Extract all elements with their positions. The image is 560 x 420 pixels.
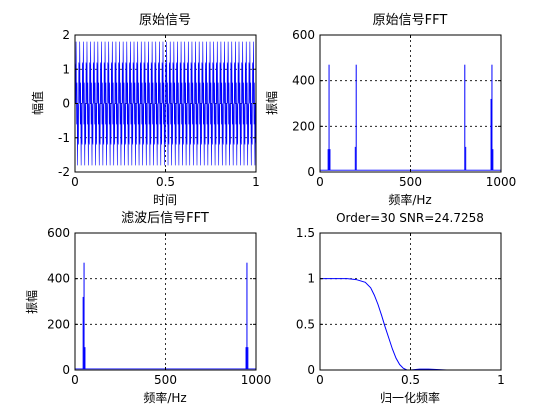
x-tick-label: 0: [316, 373, 324, 387]
x-tick-label: 1: [497, 373, 505, 387]
panel-3-xlabel: 频率/Hz: [143, 390, 186, 405]
panel-2-ylabel: 振幅: [264, 91, 279, 115]
x-tick-label: 0: [71, 373, 79, 387]
y-tick-label: 0: [307, 363, 315, 377]
panel-2-title: 原始信号FFT: [373, 13, 448, 28]
panel-2-xlabel: 频率/Hz: [388, 192, 431, 207]
panel-filter-response: Order=30 SNR=24.7258 0 0.5 1 0 0.5 1 1.5 归一化频率: [296, 211, 505, 405]
y-tick-label: 400: [47, 272, 70, 286]
x-tick-label: 0: [71, 175, 79, 189]
panel-original-signal: 原始信号 0 0.5 1 -2 -1 0 1 2 时间 幅值: [30, 13, 260, 207]
x-tick-label: 0.5: [401, 373, 420, 387]
panel-2-plot: 0 500 1000 0 200 400 600: [292, 28, 516, 189]
panel-filtered-fft: 滤波后信号FFT 0 500 1000 0 200 400 600 频率/Hz 振幅: [24, 211, 271, 405]
y-tick-label: 0: [307, 165, 315, 179]
panel-1-title: 原始信号: [139, 13, 191, 28]
panel-3-title: 滤波后信号FFT: [121, 211, 209, 226]
panel-3-plot: 0 500 1000 0 200 400 600: [47, 226, 271, 387]
x-tick-label: 1000: [241, 373, 272, 387]
x-tick-label: 0.5: [156, 175, 175, 189]
response-line: [320, 278, 501, 371]
y-tick-label: 0.5: [296, 317, 315, 331]
y-tick-label: 0: [62, 363, 70, 377]
y-tick-label: 2: [62, 28, 70, 42]
signal-line: [74, 41, 257, 166]
y-tick-label: 200: [47, 317, 70, 331]
y-tick-label: 1.5: [296, 226, 315, 240]
x-tick-label: 500: [399, 175, 422, 189]
panel-4-plot: 0 0.5 1 0 0.5 1 1.5: [296, 226, 505, 387]
y-tick-label: 1: [307, 272, 315, 286]
panel-1-ylabel: 幅值: [30, 91, 45, 115]
x-tick-label: 1: [252, 175, 260, 189]
y-tick-label: 1: [62, 62, 70, 76]
panel-1-xlabel: 时间: [153, 193, 177, 207]
panel-4-xlabel: 归一化频率: [380, 390, 440, 405]
x-tick-label: 500: [154, 373, 177, 387]
x-tick-label: 1000: [486, 175, 517, 189]
y-tick-label: 600: [47, 226, 70, 240]
y-tick-label: 0: [62, 97, 70, 111]
panel-3-ylabel: 振幅: [24, 290, 39, 314]
x-tick-label: 0: [316, 175, 324, 189]
panel-1-plot: 0 0.5 1 -2 -1 0 1 2: [58, 28, 260, 189]
y-tick-label: 400: [292, 74, 315, 88]
y-tick-label: -1: [58, 131, 70, 145]
panel-4-title: Order=30 SNR=24.7258: [336, 211, 484, 225]
y-tick-label: 600: [292, 28, 315, 42]
panel-original-fft: 原始信号FFT 0 500 1000 0 200 400 600 频率/Hz 振幅: [264, 13, 516, 207]
y-tick-label: -2: [58, 165, 70, 179]
y-tick-label: 200: [292, 119, 315, 133]
